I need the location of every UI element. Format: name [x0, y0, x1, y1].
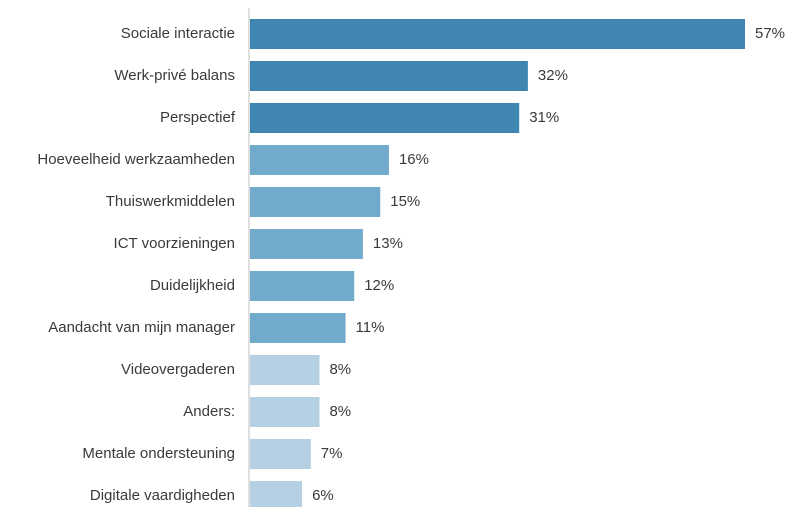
category-label: Anders:	[183, 403, 235, 420]
bar	[250, 481, 303, 507]
value-label: 8%	[329, 361, 351, 378]
value-labels-group: 57% 32% 31% 16% 15% 13% 12% 11% 8% 8% 7% 6%	[312, 25, 785, 504]
bar	[250, 397, 320, 427]
bar	[250, 271, 355, 301]
value-label: 16%	[399, 151, 429, 168]
category-label: Mentale ondersteuning	[82, 445, 235, 462]
category-label: Hoeveelheid werkzaamheden	[37, 151, 235, 168]
value-label: 6%	[312, 487, 334, 504]
category-label: ICT voorzieningen	[114, 235, 235, 252]
bar	[250, 103, 520, 133]
bar	[250, 439, 311, 469]
bar	[250, 19, 745, 49]
bar	[250, 355, 320, 385]
value-label: 31%	[529, 109, 559, 126]
bars-group	[250, 19, 745, 507]
value-label: 12%	[364, 277, 394, 294]
bar	[250, 229, 363, 259]
value-label: 57%	[755, 25, 785, 42]
category-label: Aandacht van mijn manager	[48, 319, 235, 336]
category-label: Thuiswerkmiddelen	[106, 193, 235, 210]
bar	[250, 187, 381, 217]
value-label: 32%	[538, 67, 568, 84]
value-label: 7%	[321, 445, 343, 462]
bar	[250, 313, 346, 343]
category-label: Perspectief	[160, 109, 236, 126]
category-label: Digitale vaardigheden	[90, 487, 235, 504]
bar	[250, 145, 389, 175]
category-label: Werk-privé balans	[114, 67, 235, 84]
category-label: Duidelijkheid	[150, 277, 235, 294]
category-label: Videovergaderen	[121, 361, 235, 378]
value-label: 11%	[356, 319, 385, 336]
value-label: 8%	[329, 403, 351, 420]
category-labels-group: Sociale interactie Werk-privé balans Persp…	[37, 25, 235, 504]
value-label: 15%	[390, 193, 420, 210]
category-label: Sociale interactie	[121, 25, 235, 42]
bar	[250, 61, 528, 91]
value-label: 13%	[373, 235, 403, 252]
